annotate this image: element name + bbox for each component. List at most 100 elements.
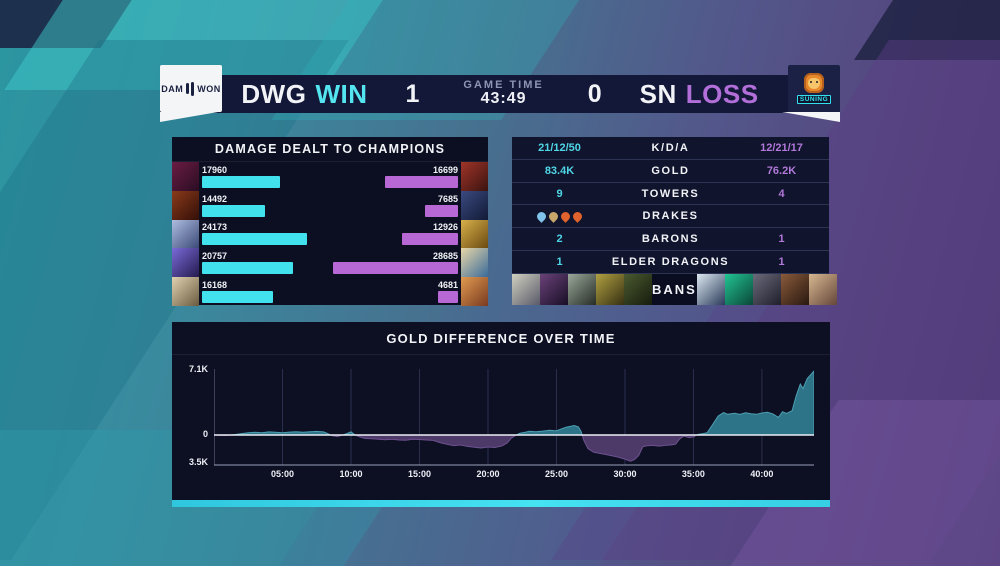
stats-row-label: DRAKES: [642, 210, 699, 223]
champion-portrait: [172, 277, 199, 306]
gold-difference-panel: GOLD DIFFERENCE OVER TIME 7.1K 0 3.5K 05…: [172, 322, 830, 500]
stats-right-value: 12/21/17: [760, 141, 803, 154]
damage-left-cell: 14492: [199, 191, 330, 220]
damage-right-cell: 4681: [330, 277, 461, 306]
champion-portrait: [172, 190, 199, 220]
banned-champion-portrait: [540, 273, 568, 305]
stats-row-label: K/D/A: [651, 141, 690, 154]
damage-left-cell: 16168: [199, 277, 330, 306]
background-shape: [854, 0, 1000, 60]
damage-bar-left: [202, 233, 308, 246]
gold-chart-plot: 7.1K 0 3.5K 05:00 10:00 15:00 20:00 25:00 30:…: [172, 355, 830, 500]
team-right-name: SN: [639, 78, 677, 109]
suning-team-logo: SUNING: [788, 65, 840, 112]
y-axis-label-zero: 0: [202, 429, 208, 439]
stats-right-value: 76.2K: [766, 164, 797, 177]
damage-rows: 17960 16699 14492 7685 24173 12926 20757 28685 1…: [172, 162, 488, 306]
damwon-logo-text-right: WON: [197, 83, 221, 94]
x-axis-tick-label: 20:00: [476, 469, 500, 479]
damage-right-cell: 12926: [330, 220, 461, 249]
damage-value: 16699: [432, 164, 458, 175]
background-shape: [0, 0, 140, 48]
gold-difference-area-chart: [214, 369, 814, 466]
damage-right-cell: 7685: [330, 191, 461, 220]
damage-value: 7685: [437, 193, 458, 204]
stats-left-value: 83.4K: [544, 164, 575, 177]
y-axis-label-bottom: 3.5K: [188, 457, 208, 467]
x-axis-tick-label: 40:00: [750, 469, 774, 479]
stats-left-value: 2: [556, 233, 563, 246]
damage-panel-title: DAMAGE DEALT TO CHAMPIONS: [172, 137, 488, 162]
x-axis-tick-label: 35:00: [681, 469, 705, 479]
team-left-result: WIN: [315, 78, 368, 109]
x-axis-tick-label: 10:00: [339, 469, 363, 479]
x-axis-tick-label: 15:00: [407, 469, 431, 479]
damage-row: 20757 28685: [172, 248, 488, 278]
team-right-result: LOSS: [685, 78, 759, 109]
gold-lead-area-sn: [214, 435, 814, 462]
damage-bar-left: [202, 175, 281, 188]
gold-lead-area-dwg: [214, 370, 814, 435]
damage-value: 24173: [202, 222, 228, 233]
damage-bar-right: [385, 175, 458, 188]
left-logo-ribbon-fold: [160, 112, 218, 122]
banned-champion-portrait: [752, 273, 781, 305]
damage-left-cell: 20757: [199, 248, 330, 277]
stats-row: 9 TOWERS 4: [512, 183, 829, 206]
x-axis-tick-label: 30:00: [613, 469, 637, 479]
score-strip: DWG WIN 1 GAME TIME 43:49 0 SN LOSS: [160, 75, 840, 113]
game-time-value: 43:49: [480, 90, 527, 108]
panel-accent-strip: [172, 500, 830, 507]
damage-row: 14492 7685: [172, 190, 488, 220]
stats-row-label: ELDER DRAGONS: [611, 256, 730, 269]
game-time-label: GAME TIME: [463, 78, 544, 91]
damage-left-cell: 24173: [199, 220, 330, 249]
champion-portrait: [461, 277, 488, 306]
stats-right-value: 1: [778, 233, 785, 246]
stats-row: 2 BARONS 1: [512, 228, 829, 252]
stats-row: 83.4K GOLD 76.2K: [512, 160, 829, 183]
damage-value: 17960: [202, 164, 228, 175]
stats-row: 21/12/50 K/D/A 12/21/17: [512, 137, 829, 160]
y-axis-label-top: 7.1K: [188, 364, 208, 374]
damwon-logo-text-left: DAM: [161, 83, 184, 94]
damage-bar-right: [437, 291, 458, 304]
damage-row: 16168 4681: [172, 277, 488, 306]
stats-row-label: TOWERS: [641, 187, 700, 200]
team-right-score: 0: [587, 79, 602, 108]
banned-champion-portrait: [568, 273, 596, 305]
champion-portrait: [461, 162, 488, 191]
champion-portrait: [461, 190, 488, 220]
infernal-drake-icon: [559, 210, 572, 223]
damage-value: 16168: [202, 280, 228, 291]
infernal-drake-icon: [571, 210, 584, 223]
champion-portrait: [461, 219, 488, 249]
banned-champion-portrait: [808, 273, 837, 305]
damwon-team-logo: DAM WON: [160, 65, 222, 112]
stats-left-value: 21/12/50: [538, 141, 581, 154]
champion-portrait: [461, 248, 488, 278]
champion-portrait: [172, 162, 199, 191]
damage-bar-left: [202, 262, 293, 275]
champion-portrait: [172, 219, 199, 249]
damage-bar-right: [333, 262, 458, 275]
damage-value: 14492: [202, 193, 228, 204]
champion-portrait: [172, 248, 199, 278]
mountain-drake-icon: [547, 210, 560, 223]
damage-row: 17960 16699: [172, 162, 488, 191]
team-left-name: DWG: [241, 78, 307, 109]
stats-left-value: 9: [556, 187, 563, 200]
team-left-score: 1: [405, 79, 420, 108]
match-score-header: DWG WIN 1 GAME TIME 43:49 0 SN LOSS DAM …: [160, 65, 840, 122]
gold-chart-title: GOLD DIFFERENCE OVER TIME: [172, 322, 830, 355]
damage-dealt-panel: DAMAGE DEALT TO CHAMPIONS 17960 16699 1449…: [172, 137, 488, 306]
damage-left-cell: 17960: [199, 162, 330, 191]
suning-logo-text: SUNING: [796, 95, 832, 104]
damage-value: 28685: [432, 251, 458, 262]
bans-label: BANS: [652, 281, 697, 297]
damage-bar-right: [401, 233, 458, 246]
banned-champion-portrait: [596, 273, 624, 305]
right-logo-ribbon-fold: [782, 112, 840, 122]
damage-value: 12926: [432, 222, 458, 233]
